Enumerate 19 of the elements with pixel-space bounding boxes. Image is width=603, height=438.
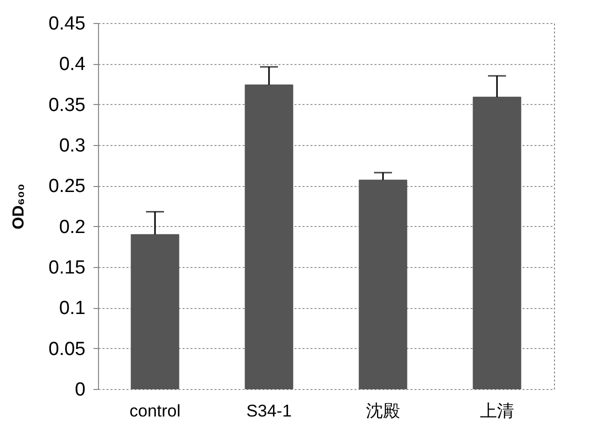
y-tick-label: 0.45 [48, 14, 86, 34]
y-tick-label: 0.05 [48, 338, 86, 360]
bar [244, 84, 294, 390]
x-tick-label: 沈殿 [366, 402, 400, 420]
y-tick-label: 0.4 [59, 54, 86, 76]
y-tick-label: 0.2 [59, 216, 86, 238]
y-tick-label: 0.1 [59, 298, 86, 320]
y-tick-label: 0.25 [48, 176, 86, 198]
y-axis-title: OD₆₀₀ [10, 184, 28, 230]
x-tick-label: S34-1 [246, 402, 292, 420]
y-tick-label: 0.35 [48, 94, 86, 116]
bar [472, 96, 522, 390]
y-tick-label: 0 [74, 380, 86, 400]
y-tick-label: 0.15 [48, 258, 86, 278]
bar [130, 234, 180, 390]
x-tick-label: 上清 [480, 402, 514, 420]
bar [358, 180, 408, 390]
y-tick-label: 0.3 [59, 136, 86, 156]
x-tick-label: control [129, 402, 181, 420]
